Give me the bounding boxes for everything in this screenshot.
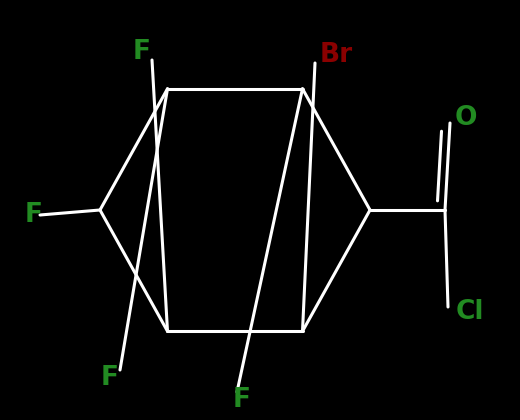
Text: Br: Br <box>320 42 353 68</box>
Text: F: F <box>233 387 251 413</box>
Text: F: F <box>133 39 151 65</box>
Text: F: F <box>101 365 119 391</box>
Text: Cl: Cl <box>456 299 485 325</box>
Text: O: O <box>455 105 477 131</box>
Text: F: F <box>25 202 43 228</box>
